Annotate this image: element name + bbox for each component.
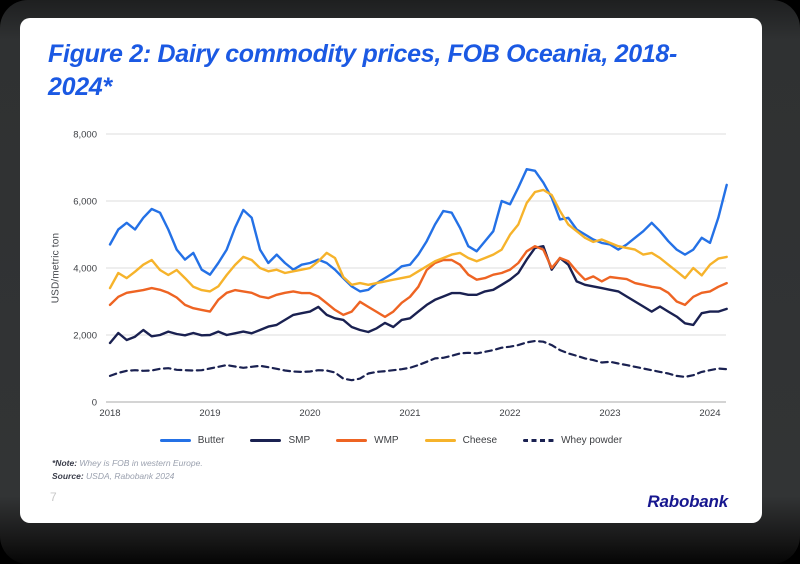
price-chart-svg: 0 2,000 4,000 6,000 8,000 2018 2019 2020 2021 202… [73, 130, 728, 419]
legend-swatch-solid [159, 438, 191, 442]
y-tick-label: 4,000 [73, 264, 97, 275]
rabobank-logo: Rabobank [647, 492, 728, 511]
x-tick-label: 2018 [99, 408, 120, 419]
legend-swatch-solid [336, 438, 368, 442]
legend-swatch-solid [424, 438, 456, 442]
legend-item-cheese: Cheese [424, 434, 498, 446]
legend-item-smp: SMP [250, 435, 310, 446]
y-tick-label: 0 [92, 398, 97, 409]
note-label: *Note: [52, 458, 78, 468]
x-tick-label: 2020 [299, 408, 320, 419]
source-text: USDA, Rabobank 2024 [86, 471, 175, 481]
legend-swatch-solid [250, 438, 282, 442]
x-tick-label: 2024 [699, 408, 720, 419]
y-tick-label: 6,000 [73, 197, 97, 208]
note-text: Whey is FOB in western Europe. [79, 458, 203, 468]
y-tick-label: 2,000 [73, 331, 97, 342]
x-tick-label: 2019 [199, 408, 220, 419]
y-tick-label: 8,000 [73, 130, 97, 141]
series-smp [108, 244, 728, 345]
figure-title: Figure 2: Dairy commodity prices, FOB Oc… [48, 40, 678, 101]
series-butter [108, 167, 728, 293]
footnote: *Note: Whey is FOB in western Europe. So… [52, 457, 203, 483]
series-cheese [108, 188, 728, 293]
note-line: *Note: Whey is FOB in western Europe. [52, 457, 203, 470]
legend-label: SMP [288, 434, 311, 446]
series-wmp [108, 244, 728, 319]
x-tick-label: 2022 [499, 408, 520, 419]
legend-label: Cheese [462, 434, 498, 446]
page-number: 7 [50, 490, 57, 504]
legend-swatch-dashed [523, 438, 555, 442]
x-tick-label: 2023 [599, 408, 620, 419]
chart-legend: Butter SMP WMP Cheese Whey powder [20, 431, 762, 449]
y-axis-label: USD/metric ton [50, 232, 62, 304]
legend-item-whey-powder: Whey powder [523, 435, 622, 446]
legend-label: Butter [197, 434, 225, 446]
series-whey-powder [108, 339, 728, 382]
source-line: Source: USDA, Rabobank 2024 [52, 470, 203, 483]
slide: Figure 2: Dairy commodity prices, FOB Oc… [20, 18, 762, 523]
source-label: Source: [52, 471, 84, 481]
x-tick-label: 2021 [399, 408, 420, 419]
legend-item-butter: Butter [159, 434, 225, 446]
legend-item-wmp: WMP [336, 434, 399, 446]
legend-label: WMP [374, 434, 399, 446]
legend-label: Whey powder [561, 434, 623, 446]
